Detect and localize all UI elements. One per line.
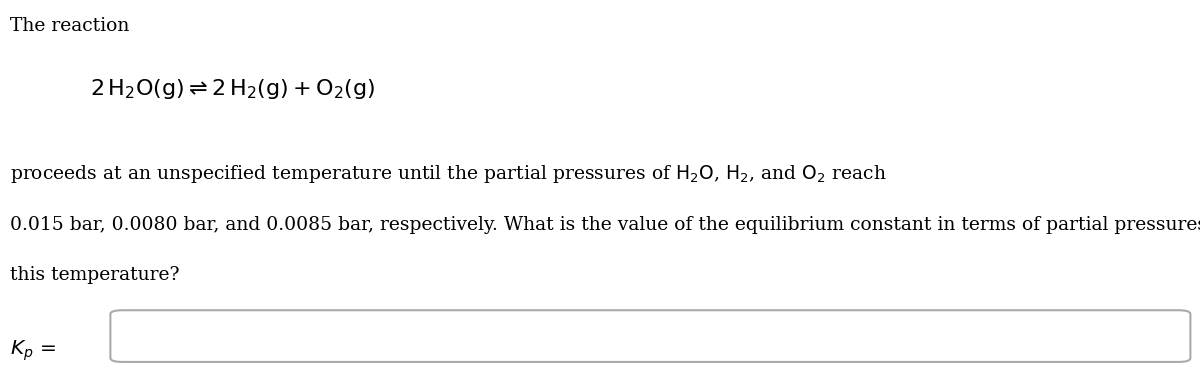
Text: $K_p\,=$: $K_p\,=$ (10, 339, 56, 363)
Text: $2\,\mathrm{H_2O(g)} \rightleftharpoons 2\,\mathrm{H_2(g)} + \mathrm{O_2(g)}$: $2\,\mathrm{H_2O(g)} \rightleftharpoons … (90, 77, 376, 101)
Text: this temperature?: this temperature? (10, 266, 179, 284)
Text: proceeds at an unspecified temperature until the partial pressures of $\mathrm{H: proceeds at an unspecified temperature u… (10, 163, 887, 185)
Text: The reaction: The reaction (10, 17, 128, 35)
Text: 0.015 bar, 0.0080 bar, and 0.0085 bar, respectively. What is the value of the eq: 0.015 bar, 0.0080 bar, and 0.0085 bar, r… (10, 216, 1200, 234)
FancyBboxPatch shape (110, 310, 1190, 362)
